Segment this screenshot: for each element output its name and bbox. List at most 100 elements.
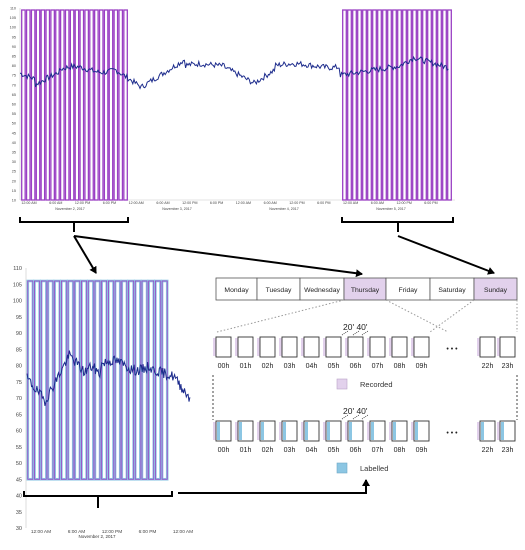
hour-label: 04h: [306, 447, 318, 454]
recorded-bar: [54, 280, 61, 480]
arrow-to-sunday: [397, 235, 495, 275]
x-tick-label: 6:00 PM: [317, 201, 330, 205]
hour-label: 01h: [240, 363, 252, 370]
hour-label: 06h: [350, 363, 362, 370]
x-tick-label: 12:00 PM: [75, 201, 90, 205]
labelled-marker: [393, 422, 396, 440]
recorded-bar: [114, 280, 121, 480]
recorded-bar: [447, 9, 452, 201]
zoom-series-line: [26, 350, 191, 407]
y-tick-label: 15: [12, 189, 16, 193]
recorded-bar: [40, 9, 46, 201]
x-tick-label: 6:00 AM: [68, 529, 86, 535]
recorded-bar: [118, 9, 124, 201]
hour-box: [237, 420, 254, 442]
y-tick-label: 95: [12, 35, 16, 39]
hour-box: [499, 336, 516, 358]
recorded-bar: [59, 9, 65, 201]
hour-label: 05h: [328, 447, 340, 454]
recorded-marker: [477, 422, 480, 440]
hour-label: 02h: [262, 447, 274, 454]
hour-label: 00h: [218, 447, 230, 454]
recorded-bar: [367, 9, 372, 201]
day-label: Thursday: [351, 287, 380, 294]
recorded-bar: [79, 9, 85, 201]
recorded-bar: [422, 9, 427, 201]
recorded-bar: [397, 9, 402, 201]
recorded-bar: [87, 280, 94, 480]
top-y-axis-ticks: 110 105 100 95 90 85 80 75 70 65 60 55 50 45 40 35 30 25 2…: [10, 7, 16, 203]
y-tick-label: 80: [16, 364, 22, 370]
x-tick-label: 12:00 AM: [129, 201, 144, 205]
recorded-bar: [40, 280, 47, 480]
recorded-bar: [382, 9, 387, 201]
recorded-bar: [372, 9, 377, 201]
week-bar: Monday Tuesday Wednesday Thursday Friday Satu…: [215, 277, 518, 301]
arrow-to-thursday: [73, 235, 363, 278]
recorded-bar: [69, 9, 75, 201]
hour-label: 22h: [482, 363, 494, 370]
y-tick-label: 70: [16, 396, 22, 402]
recorded-bar: [134, 280, 141, 480]
recorded-bar: [357, 9, 362, 201]
bracket-right-top: [341, 217, 454, 223]
y-tick-label: 40: [16, 494, 22, 500]
y-tick-label: 55: [12, 112, 16, 116]
y-tick-label: 110: [13, 266, 22, 272]
y-tick-label: 100: [13, 299, 22, 305]
y-tick-label: 35: [16, 510, 22, 516]
y-tick-label: 105: [13, 282, 22, 288]
recorded-bar: [103, 9, 109, 201]
top-recorded-bars: [21, 9, 452, 201]
recorded-bar: [89, 9, 94, 201]
y-tick-label: 90: [12, 45, 16, 49]
recorded-bar: [362, 9, 367, 201]
recorded-bar: [402, 9, 407, 201]
recorded-marker: [235, 338, 238, 356]
top-series-line: [19, 55, 449, 90]
bracket-left-top: [19, 217, 129, 223]
recorded-marker: [367, 338, 370, 356]
y-tick-label: 100: [10, 26, 16, 30]
labelled-bar: [107, 279, 115, 481]
recorded-bar: [60, 280, 67, 480]
recorded-bar: [392, 9, 397, 201]
recorded-bar: [412, 9, 417, 201]
recorded-bar: [407, 9, 412, 201]
top-x-axis-ticks: 12:00 AM 6:00 AM 12:00 PM 6:00 PM 12:00 AM 6:…: [21, 201, 437, 205]
labelled-bar: [93, 279, 102, 481]
y-tick-label: 75: [12, 74, 16, 78]
arrow-to-zoom-chart: [73, 235, 97, 274]
ellipsis: • • •: [446, 346, 458, 353]
recorded-bar: [25, 9, 31, 201]
hour-box: [391, 336, 408, 358]
recorded-bar: [342, 9, 347, 201]
recorded-marker: [279, 422, 282, 440]
hour-label: 09h: [416, 363, 428, 370]
recorded-marker: [257, 422, 260, 440]
labelled-bar: [66, 279, 75, 481]
legend-recorded-swatch: [336, 378, 348, 390]
legend-labelled: Labelled: [336, 462, 388, 474]
hour-box: [303, 420, 320, 442]
recorded-bar: [74, 280, 81, 480]
hour-box: [237, 336, 254, 358]
hour-box: [259, 420, 276, 442]
recorded-bar: [128, 280, 135, 480]
hour-box: [499, 420, 516, 442]
recorded-marker: [301, 338, 304, 356]
hour-label: 07h: [372, 447, 384, 454]
hour-label: 09h: [416, 447, 428, 454]
recorded-marker: [323, 422, 326, 440]
hour-label: 07h: [372, 363, 384, 370]
recorded-marker: [497, 338, 500, 356]
recorded-bar: [67, 280, 74, 480]
hour-box: [479, 336, 496, 358]
x-tick-label: 12:00 AM: [343, 201, 358, 205]
zoom-date-label: November 2, 2017: [78, 534, 116, 539]
hour-label: 06h: [350, 447, 362, 454]
interval-label: 20' 40': [343, 322, 368, 332]
date-label: November 2, 2017: [55, 207, 85, 211]
x-tick-label: 12:00 PM: [289, 201, 304, 205]
recorded-bar: [442, 9, 447, 201]
